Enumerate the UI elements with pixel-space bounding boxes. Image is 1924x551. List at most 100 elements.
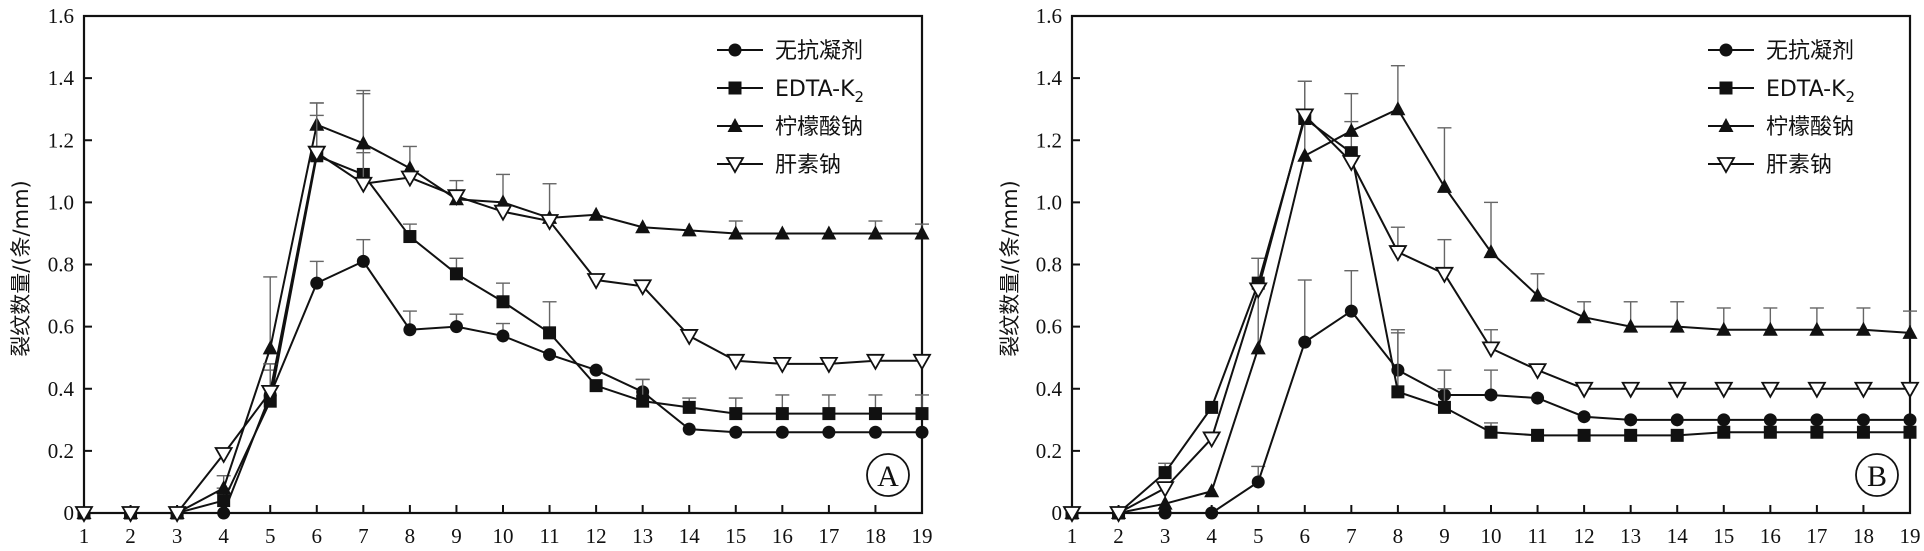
legend-item: EDTA-K2 [1708, 77, 1855, 106]
data-point [403, 230, 417, 244]
y-tick-label: 0.8 [1036, 253, 1062, 277]
panel-label: A [877, 460, 899, 493]
x-tick-label: 10 [493, 524, 514, 548]
legend-marker [727, 118, 743, 132]
data-point [403, 323, 417, 337]
x-tick-label: 16 [772, 524, 793, 548]
data-point [1853, 381, 1873, 399]
data-point [496, 329, 510, 343]
legend-label: 肝素钠 [1766, 153, 1832, 178]
data-point [1297, 147, 1313, 162]
y-axis-label: 裂纹数量/(条/mm) [998, 180, 1022, 356]
data-point [1714, 381, 1734, 399]
data-point [1437, 400, 1451, 414]
data-point [449, 267, 463, 281]
data-point [636, 394, 650, 408]
data-point [868, 425, 882, 439]
y-tick-label: 0.6 [1036, 315, 1062, 339]
data-point [1855, 321, 1871, 336]
data-point [1343, 122, 1359, 137]
legend-item: 肝素钠 [717, 153, 841, 178]
data-point [635, 219, 651, 234]
x-tick-label: 1 [79, 524, 90, 548]
data-point [1903, 413, 1917, 427]
legend-marker [1719, 43, 1733, 57]
data-point [1577, 428, 1591, 442]
data-point [915, 407, 929, 421]
data-point [1624, 413, 1638, 427]
data-point [1158, 506, 1172, 520]
data-point [1205, 506, 1219, 520]
data-point [214, 447, 234, 464]
data-point [867, 225, 883, 240]
data-point [1250, 340, 1266, 355]
y-tick-label: 0 [64, 501, 75, 525]
data-point [1109, 506, 1129, 523]
data-point [449, 320, 463, 334]
data-point [260, 384, 280, 402]
legend-item: 柠檬酸钠 [717, 115, 863, 140]
panel-label-circle [1855, 453, 1899, 497]
panel-label-circle [866, 453, 910, 497]
data-point [1810, 425, 1824, 439]
x-tick-label: 13 [632, 524, 653, 548]
x-tick-label: 13 [1620, 524, 1641, 548]
data-point [728, 225, 744, 240]
data-point [1155, 481, 1175, 498]
data-point [1391, 385, 1405, 399]
x-tick-label: 6 [312, 524, 323, 548]
x-tick-label: 4 [1206, 524, 1217, 548]
chart-panel-b: 00.20.40.60.81.01.21.41.61 2 3 4 5 6 7 8 9 10 11 12… [998, 4, 1921, 548]
data-point [865, 353, 885, 371]
x-tick-label: 14 [679, 524, 701, 548]
data-point [822, 407, 836, 421]
data-point [1717, 413, 1731, 427]
data-point [1530, 287, 1546, 302]
data-point [589, 363, 603, 377]
data-point [729, 425, 743, 439]
data-point [1763, 425, 1777, 439]
x-tick-label: 19 [912, 524, 933, 548]
x-tick-label: 15 [725, 524, 746, 548]
legend-marker [728, 43, 742, 57]
data-point [1574, 381, 1594, 399]
data-point [216, 480, 232, 495]
data-point [353, 176, 373, 194]
data-point [1481, 341, 1501, 359]
data-point [1903, 425, 1917, 439]
x-tick-label: 3 [172, 524, 183, 548]
data-point [1204, 483, 1220, 498]
x-tick-label: 10 [1481, 524, 1502, 548]
data-point [775, 425, 789, 439]
data-point [1295, 108, 1315, 126]
panel-label: B [1867, 460, 1887, 493]
data-point [1807, 381, 1827, 399]
x-tick-label: 16 [1760, 524, 1781, 548]
data-point [493, 204, 513, 222]
data-point [356, 254, 370, 268]
x-tick-label: 18 [1853, 524, 1874, 548]
x-tick-label: 9 [451, 524, 462, 548]
data-point [446, 189, 466, 206]
series-0 [1065, 270, 1917, 520]
data-point [1388, 245, 1408, 262]
y-tick-label: 0.4 [48, 377, 75, 401]
x-tick-label: 7 [358, 524, 369, 548]
x-tick-label: 8 [405, 524, 416, 548]
data-point [868, 407, 882, 421]
legend-marker [1716, 157, 1736, 174]
x-tick-label: 4 [218, 524, 229, 548]
x-tick-label: 17 [1806, 524, 1827, 548]
legend-label: EDTA-K2 [1766, 77, 1855, 106]
data-point [1809, 321, 1825, 336]
data-point [74, 506, 94, 523]
data-point [1623, 318, 1639, 333]
legend-label: 柠檬酸钠 [1766, 115, 1854, 140]
legend-marker [728, 81, 742, 95]
data-point [1158, 466, 1172, 480]
data-point [1344, 304, 1358, 318]
data-point [1062, 506, 1082, 523]
data-point [1531, 391, 1545, 405]
legend-item: 无抗凝剂 [717, 39, 863, 64]
